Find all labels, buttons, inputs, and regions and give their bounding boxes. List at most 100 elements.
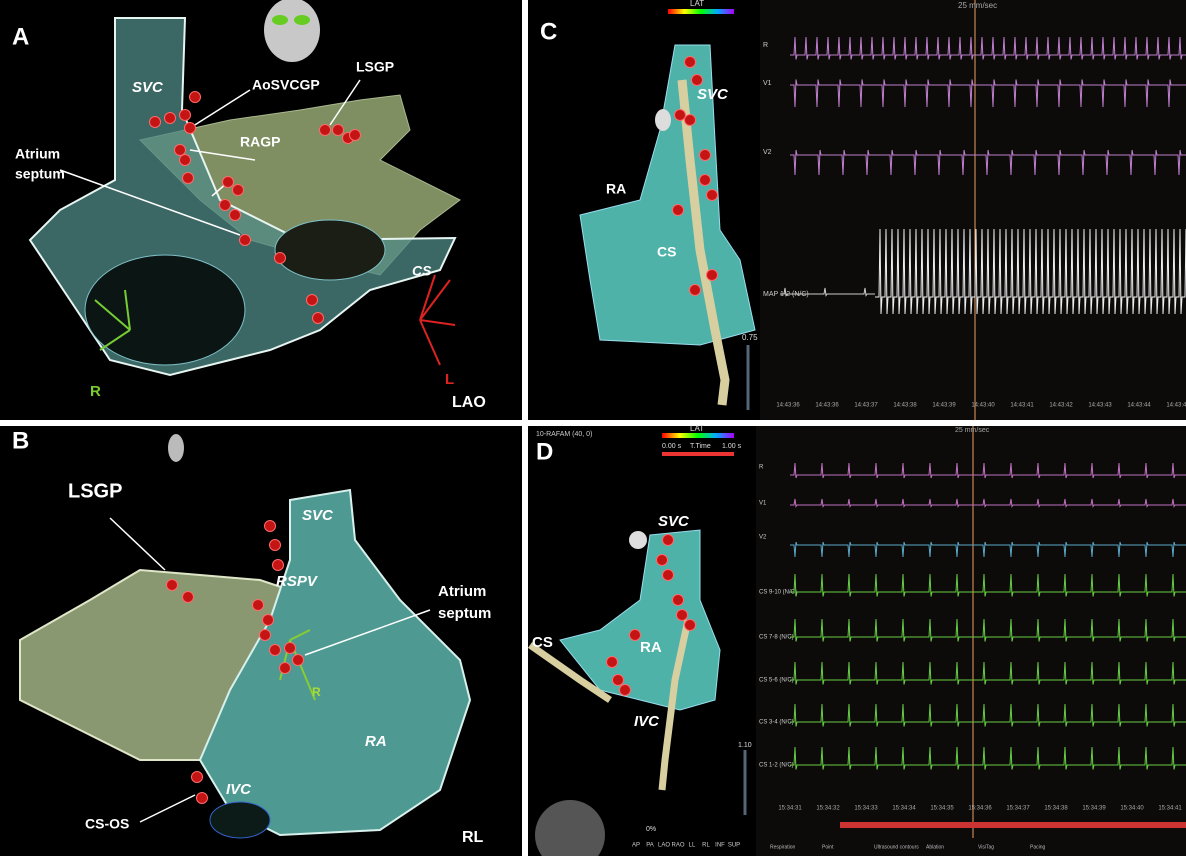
label: 14:43:37: [854, 403, 878, 409]
ganglion-dot: [222, 176, 234, 188]
ganglion-dot: [684, 114, 696, 126]
head-icon: [629, 531, 647, 549]
label: RL: [702, 843, 710, 849]
ganglion-dot: [164, 112, 176, 124]
label: 15:34:40: [1120, 806, 1144, 812]
ecg-trace: [790, 149, 1186, 176]
eye: [272, 15, 288, 25]
ganglion-dot: [684, 56, 696, 68]
label: PA: [646, 843, 654, 849]
label: 14:43:41: [1010, 403, 1034, 409]
ganglion-dot: [699, 149, 711, 161]
ecg-trace: [790, 573, 1186, 597]
label: CS: [532, 634, 553, 651]
time-bar: [662, 452, 734, 456]
label: LSGP: [356, 59, 394, 75]
head-icon: [168, 434, 184, 462]
label: VisiTag: [978, 844, 994, 850]
label: SVC: [132, 79, 164, 96]
label: 15:34:34: [892, 806, 916, 812]
label: LSGP: [68, 480, 122, 502]
label: RA: [365, 733, 387, 750]
panel-c-ecg: [760, 0, 1186, 420]
label: Atrium: [15, 146, 60, 162]
ganglion-dot: [706, 189, 718, 201]
label: CS: [412, 263, 432, 279]
ganglion-dot: [184, 122, 196, 134]
ganglion-dot: [672, 594, 684, 606]
label: Point: [822, 844, 834, 850]
axis-r: [94, 289, 131, 351]
ecg-trace: [790, 541, 1186, 558]
cs-opening: [274, 219, 386, 281]
label: RAGP: [240, 134, 280, 150]
ganglion-dot: [699, 174, 711, 186]
ganglion-dot: [312, 312, 324, 324]
ecg-trace: [790, 462, 1186, 479]
ganglion-dot: [264, 520, 276, 532]
label: RA: [640, 639, 662, 656]
label: SUP: [728, 843, 740, 849]
label: 25 mm/sec: [958, 1, 997, 10]
ganglion-dot: [656, 554, 668, 566]
label: Pacing: [1030, 844, 1046, 850]
label: IVC: [226, 781, 252, 798]
ganglion-dot: [306, 294, 318, 306]
label: RSPV: [276, 573, 319, 590]
label: Respiration: [770, 844, 796, 850]
label: RA: [606, 181, 626, 197]
ganglion-dot: [349, 129, 361, 141]
label: LAO: [658, 843, 670, 849]
label: CS 7-8 (N/C): [759, 635, 794, 641]
ganglion-dot: [684, 619, 696, 631]
label: RAO: [671, 843, 684, 849]
label: CS: [657, 244, 676, 260]
ganglion-dot: [676, 609, 688, 621]
ganglion-dot: [674, 109, 686, 121]
right-atrium: [198, 488, 472, 837]
label: 25 mm/sec: [955, 427, 990, 434]
eye: [294, 15, 310, 25]
label: LAT: [690, 0, 704, 8]
axis-l: [419, 274, 456, 366]
label: 0.75: [742, 333, 758, 342]
ivc-opening: [84, 254, 246, 366]
label: 15:34:38: [1044, 806, 1068, 812]
catheter: [527, 619, 692, 791]
label: 0.00 s: [662, 443, 682, 450]
ganglion-dot: [174, 144, 186, 156]
label: B: [12, 427, 29, 454]
panel-d-ecg: [756, 426, 1186, 856]
label: SVC: [302, 507, 334, 524]
ganglion-dot: [689, 284, 701, 296]
label: Ultrasound contours: [874, 844, 919, 850]
ganglion-dot: [629, 629, 641, 641]
label: V1: [763, 80, 772, 87]
label: C: [540, 18, 557, 45]
ganglion-dot: [292, 654, 304, 666]
label: V2: [759, 535, 767, 541]
ablation-bar: [840, 822, 1186, 828]
label: 14:43:36: [776, 403, 800, 409]
label: 14:43:45: [1166, 403, 1186, 409]
ganglion-dot: [259, 629, 271, 641]
label: Ablation: [926, 844, 944, 850]
label: LAT: [690, 424, 704, 433]
catheter: [677, 79, 730, 406]
ecg-trace: [790, 79, 1186, 108]
ganglion-dot: [612, 674, 624, 686]
head-icon: [264, 0, 320, 62]
label: 15:34:39: [1082, 806, 1106, 812]
label: 0%: [646, 826, 656, 833]
ecg-trace: [790, 703, 1186, 727]
label: 15:34:41: [1158, 806, 1182, 812]
ganglion-dot: [269, 644, 281, 656]
label: 14:43:38: [893, 403, 917, 409]
label: 14:43:36: [815, 403, 839, 409]
ganglion-dot: [662, 534, 674, 546]
ganglion-dot: [332, 124, 344, 136]
label: 14:43:43: [1088, 403, 1112, 409]
label: 15:34:37: [1006, 806, 1030, 812]
label: T.Time: [690, 443, 711, 450]
ganglion-dot: [182, 172, 194, 184]
